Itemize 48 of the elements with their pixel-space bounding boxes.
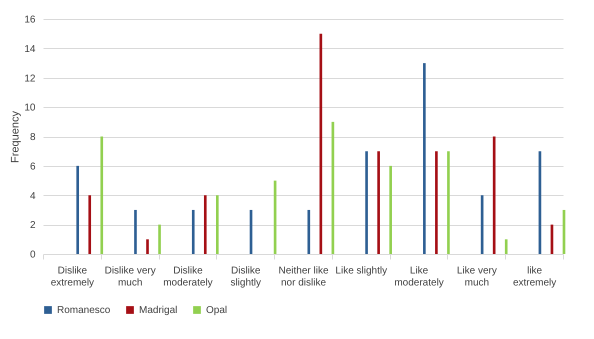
bar: [192, 210, 195, 254]
bar: [389, 166, 392, 254]
y-tick-label: 10: [24, 102, 36, 114]
bar: [365, 151, 368, 254]
y-tick-label: 4: [30, 190, 36, 202]
x-tick-label: Dislike slightly: [230, 266, 262, 288]
bar: [76, 166, 80, 254]
bar: [250, 210, 252, 254]
bar: [435, 151, 438, 254]
bar: [332, 122, 334, 254]
bar: [320, 34, 322, 254]
bar: [480, 195, 484, 254]
bar: [307, 210, 310, 254]
bar: [423, 63, 426, 254]
y-axis-title: Frequency: [9, 110, 22, 163]
bar: [134, 210, 137, 254]
bar: [538, 151, 542, 254]
y-tick-label: 8: [30, 132, 36, 143]
bar: [158, 224, 161, 254]
x-tick-label: Like moderately: [394, 266, 444, 288]
bar: [447, 151, 450, 254]
y-tick-label: 14: [24, 44, 36, 55]
bar: [550, 224, 554, 254]
x-tick-label: Like very much: [456, 266, 497, 288]
bar: [562, 210, 566, 254]
x-tick-label: like extremely: [512, 266, 556, 288]
bar: [492, 136, 496, 254]
legend-label: Madrigal: [139, 305, 178, 316]
bar: [88, 195, 92, 254]
legend-label: Romanesco: [57, 305, 111, 316]
legend-label: Opal: [206, 305, 228, 316]
y-tick-label: 16: [24, 14, 36, 26]
x-tick-label: Dislike extremely: [50, 266, 94, 288]
y-tick-label: 6: [30, 161, 36, 172]
x-tick-label: Like slightly: [335, 266, 388, 276]
bar: [504, 239, 508, 254]
bar: [146, 239, 149, 254]
y-tick-label: 0: [30, 250, 36, 260]
x-tick-label: Dislike moderately: [163, 266, 213, 288]
y-tick-label: 2: [30, 220, 36, 232]
bar: [204, 195, 207, 254]
x-tick-label: Dislike very much: [104, 266, 156, 288]
y-tick-label: 12: [24, 73, 36, 84]
bar: [100, 136, 104, 254]
bar: [377, 151, 380, 254]
bar: [274, 180, 276, 254]
x-tick-label: Neither like nor dislike: [278, 266, 329, 288]
bar: [216, 195, 219, 254]
